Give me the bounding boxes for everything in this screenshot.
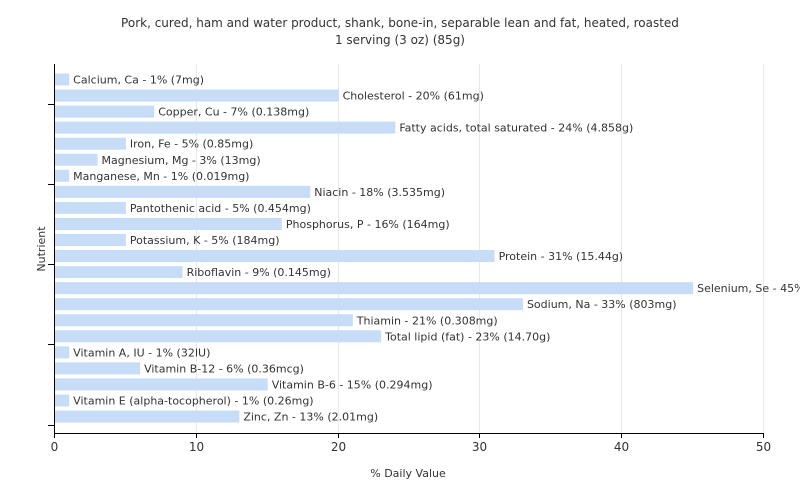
bar-label: Riboflavin - 9% (0.145mg) <box>187 266 331 279</box>
x-axis-title: % Daily Value <box>370 467 446 480</box>
bar <box>55 346 70 359</box>
x-tick-label: 0 <box>51 440 59 454</box>
chart-title: Pork, cured, ham and water product, shan… <box>121 16 679 30</box>
bar-label: Cholesterol - 20% (61mg) <box>343 90 484 103</box>
bar <box>55 298 523 311</box>
bar-label: Total lipid (fat) - 23% (14.70g) <box>384 330 550 343</box>
x-tick-label: 10 <box>189 440 204 454</box>
bar-label: Iron, Fe - 5% (0.85mg) <box>130 138 253 151</box>
bar <box>55 330 382 343</box>
bar <box>55 169 70 182</box>
bar <box>55 362 141 375</box>
bar-label: Phosphorus, P - 16% (164mg) <box>286 218 450 231</box>
bar <box>55 378 268 391</box>
bars <box>55 73 694 423</box>
bar-label: Calcium, Ca - 1% (7mg) <box>73 74 204 87</box>
bar-labels: Calcium, Ca - 1% (7mg) Cholesterol - 20% … <box>73 74 800 424</box>
bar-label: Thiamin - 21% (0.308mg) <box>356 314 498 327</box>
bar <box>55 234 126 246</box>
axes: 0 10 20 30 40 50 <box>48 64 771 454</box>
x-tick-label: 50 <box>756 440 771 454</box>
x-tick-label: 30 <box>472 440 487 454</box>
bar-label: Vitamin B-12 - 6% (0.36mcg) <box>144 362 304 375</box>
bar <box>55 105 155 118</box>
bar <box>55 153 98 166</box>
bar-label: Sodium, Na - 33% (803mg) <box>527 298 677 311</box>
chart-subtitle: 1 serving (3 oz) (85g) <box>335 33 465 47</box>
bar <box>55 266 183 279</box>
bar <box>55 121 396 134</box>
bar-label: Potassium, K - 5% (184mg) <box>130 234 280 247</box>
bar-label: Manganese, Mn - 1% (0.019mg) <box>73 170 249 183</box>
bar <box>55 217 282 230</box>
bar <box>55 185 311 198</box>
bar-label: Vitamin B-6 - 15% (0.294mg) <box>272 378 433 391</box>
bar <box>55 89 339 102</box>
x-tick-label: 20 <box>331 440 346 454</box>
bar <box>55 314 353 327</box>
bar-label: Niacin - 18% (3.535mg) <box>314 186 445 199</box>
bar-label: Vitamin A, IU - 1% (32IU) <box>73 346 210 359</box>
bar <box>55 282 694 295</box>
bar <box>55 73 70 86</box>
bar <box>55 137 126 150</box>
bar <box>55 250 495 263</box>
bar <box>55 394 70 407</box>
bar-label: Pantothenic acid - 5% (0.454mg) <box>130 202 311 215</box>
bar-label: Zinc, Zn - 13% (2.01mg) <box>243 411 378 424</box>
bar-label: Vitamin E (alpha-tocopherol) - 1% (0.26m… <box>73 395 313 408</box>
y-axis-title: Nutrient <box>35 226 48 272</box>
bar <box>55 201 126 214</box>
bar-label: Fatty acids, total saturated - 24% (4.85… <box>399 122 633 135</box>
bar-label: Selenium, Se - 45% (31.7mcg) <box>697 282 800 295</box>
bar-label: Magnesium, Mg - 3% (13mg) <box>102 154 261 167</box>
bar-label: Copper, Cu - 7% (0.138mg) <box>158 106 309 119</box>
x-tick-label: 40 <box>614 440 629 454</box>
bar <box>55 410 240 423</box>
bar-label: Protein - 31% (15.44g) <box>499 250 624 263</box>
